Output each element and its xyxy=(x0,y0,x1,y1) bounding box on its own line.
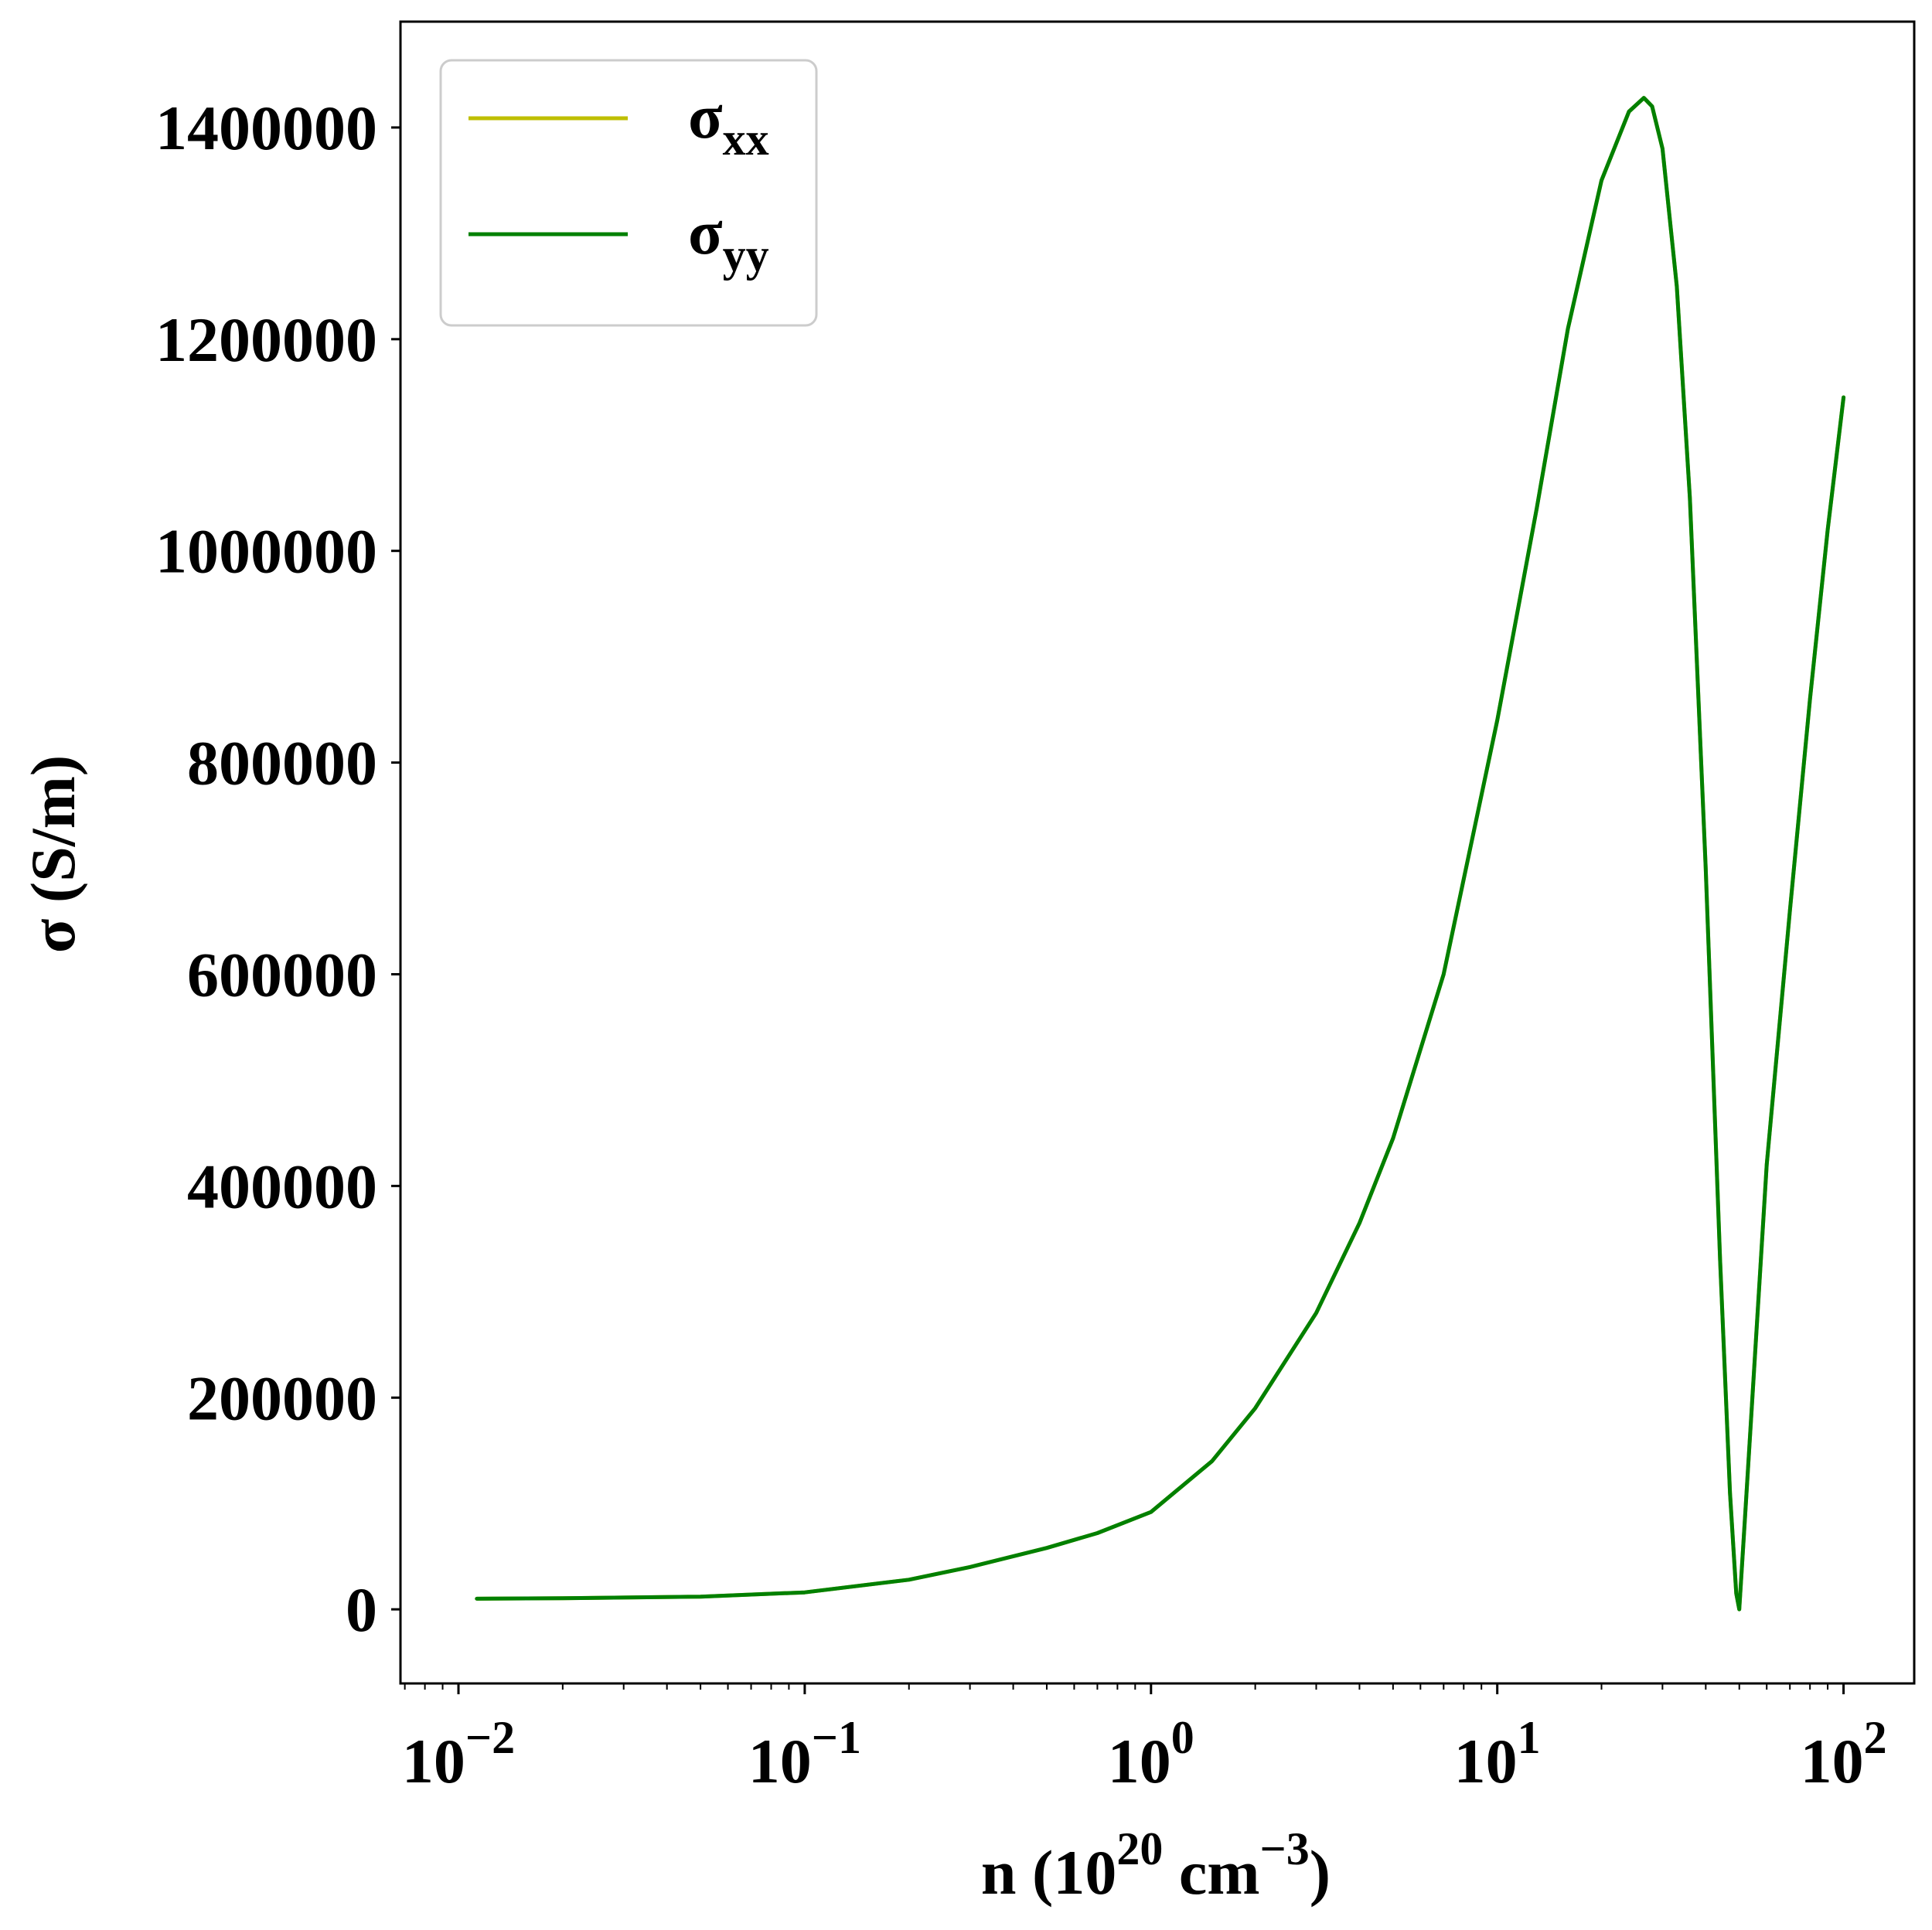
plot-area xyxy=(399,20,1916,1685)
x-axis-label-prefix: n (10 xyxy=(981,1837,1116,1908)
y-tick-label: 800000 xyxy=(187,728,377,798)
x-axis-label-exponent-2: −3 xyxy=(1260,1823,1310,1874)
x-tick-label: 10−2 xyxy=(402,1712,515,1796)
legend-box xyxy=(439,59,818,327)
x-tick-label: 101 xyxy=(1454,1712,1541,1796)
x-axis-label-suffix: ) xyxy=(1310,1837,1331,1908)
x-axis: 10−2 10−1 100 101 102 xyxy=(402,1683,1887,1796)
y-tick-label: 200000 xyxy=(187,1363,377,1433)
y-axis-label: σ (S/m) xyxy=(18,755,88,953)
y-tick-label: 400000 xyxy=(187,1151,377,1221)
series-line-σ-yy xyxy=(475,96,1846,1612)
legend-label-sigma-yy: σyy xyxy=(688,197,769,281)
x-tick-label: 10−1 xyxy=(748,1712,861,1796)
plot-frame xyxy=(399,20,1916,1685)
legend-label-sigma-xx: σxx xyxy=(688,81,769,165)
y-axis: 0 200000 400000 600000 800000 1000000 1200000 1… xyxy=(155,93,400,1645)
y-tick-label: 1200000 xyxy=(155,305,377,375)
y-tick-label: 1400000 xyxy=(155,93,377,163)
y-tick-label: 0 xyxy=(346,1574,377,1645)
x-axis-label-exponent-1: 20 xyxy=(1116,1823,1163,1874)
x-axis-label-unit: cm xyxy=(1163,1837,1259,1908)
x-tick-label: 102 xyxy=(1801,1712,1887,1796)
x-tick-label: 100 xyxy=(1108,1712,1194,1796)
y-tick-label: 1000000 xyxy=(155,516,377,587)
y-tick-label: 600000 xyxy=(187,939,377,1009)
legend: σxx σyy xyxy=(439,59,818,327)
x-axis-label: n (1020 cm−3) xyxy=(981,1823,1331,1908)
